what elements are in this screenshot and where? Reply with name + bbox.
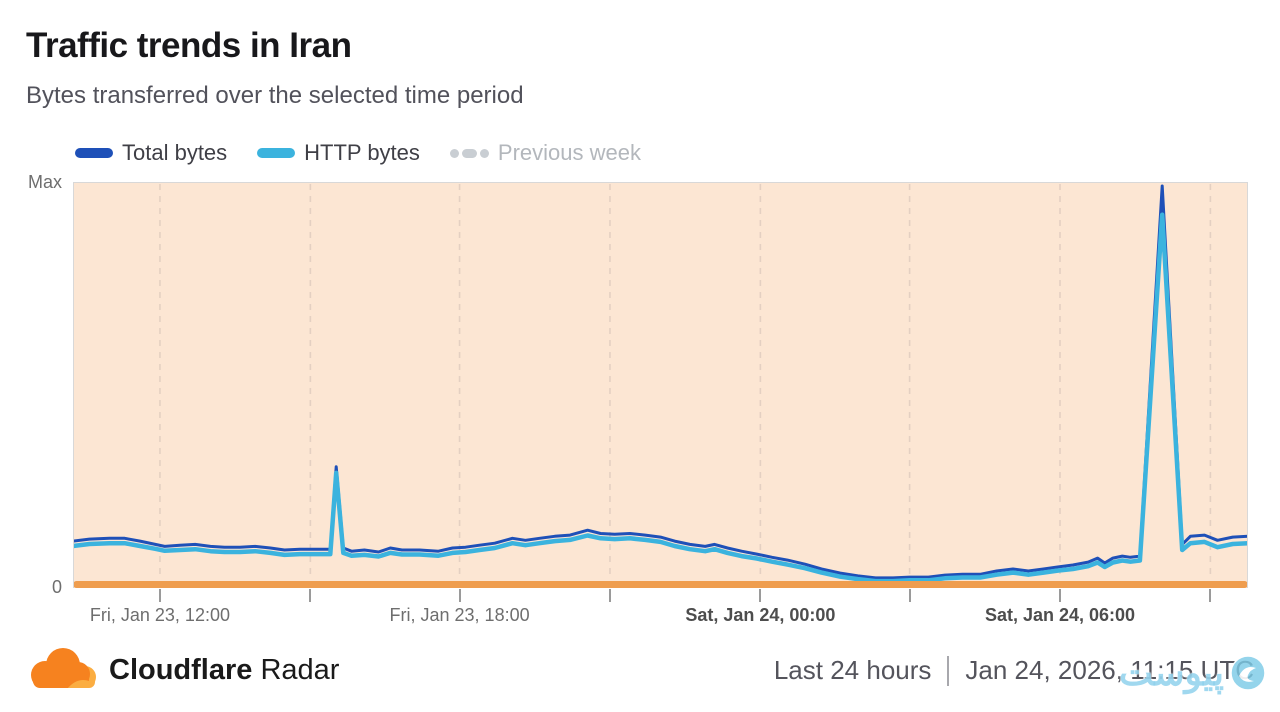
y-axis-max-label: Max bbox=[27, 172, 62, 192]
chart-canvas bbox=[73, 182, 1248, 588]
x-axis-label: Fri, Jan 23, 18:00 bbox=[389, 605, 530, 625]
divider bbox=[947, 655, 950, 686]
page-title: Traffic trends in Iran bbox=[26, 26, 352, 65]
legend-item-total-bytes[interactable]: Total bytes bbox=[75, 140, 227, 166]
timestamp-label: Jan 24, 2026, 11:15 UTC bbox=[965, 655, 1254, 685]
x-axis-tick bbox=[458, 589, 461, 602]
x-axis-tick bbox=[908, 589, 911, 602]
x-axis-tick bbox=[158, 589, 161, 602]
footer-time-info: Last 24 hours Jan 24, 2026, 11:15 UTC bbox=[774, 655, 1254, 686]
x-axis-label: Fri, Jan 23, 12:00 bbox=[89, 605, 230, 625]
legend-item-http-bytes[interactable]: HTTP bytes bbox=[257, 140, 420, 166]
legend-label: Previous week bbox=[497, 140, 641, 165]
cloudflare-radar-brand[interactable]: Cloudflare Radar bbox=[25, 646, 339, 694]
chart-legend: Total bytes HTTP bytes Previous week bbox=[75, 140, 641, 166]
x-axis-tick bbox=[1059, 589, 1061, 602]
legend-label: HTTP bytes bbox=[304, 140, 420, 165]
previous-week-swatch-icon bbox=[449, 148, 489, 158]
x-axis-tick bbox=[608, 589, 611, 602]
brand-cloudflare: Cloudflare bbox=[109, 653, 253, 686]
cloudflare-logo-icon bbox=[31, 648, 96, 691]
legend-label: Total bytes bbox=[122, 140, 228, 165]
x-axis-label: Sat, Jan 24, 06:00 bbox=[984, 605, 1136, 625]
page-subtitle: Bytes transferred over the selected time… bbox=[26, 82, 524, 109]
brand-radar: Radar bbox=[260, 653, 340, 686]
http-bytes-swatch-icon bbox=[257, 148, 296, 158]
x-axis-tick bbox=[1209, 589, 1212, 602]
brand-text: Cloudflare Radar bbox=[109, 654, 339, 687]
y-axis-zero-label: 0 bbox=[51, 577, 62, 597]
traffic-trends-chart[interactable] bbox=[73, 182, 1248, 588]
time-range-label: Last 24 hours bbox=[773, 655, 932, 685]
x-axis-label: Sat, Jan 24, 00:00 bbox=[685, 605, 836, 625]
x-axis-tick bbox=[309, 589, 312, 602]
x-axis-tick bbox=[759, 589, 762, 602]
total-bytes-swatch-icon bbox=[75, 148, 113, 158]
legend-item-previous-week[interactable]: Previous week bbox=[449, 140, 641, 166]
